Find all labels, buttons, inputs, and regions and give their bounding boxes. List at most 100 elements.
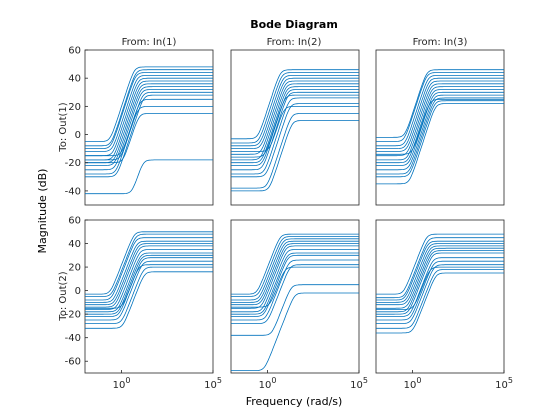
curve-13	[376, 272, 504, 334]
panel-r2-c1: -60 -40 -20 0 20 40 60 100 105	[65, 216, 222, 392]
chart-title: Bode Diagram	[250, 18, 338, 31]
curve-8	[376, 89, 504, 164]
curve-3	[231, 238, 359, 301]
curve-1	[231, 233, 359, 295]
curve-4	[85, 240, 213, 303]
curve-11	[85, 260, 213, 321]
curve-4	[85, 75, 213, 152]
panel-frame	[375, 219, 505, 374]
curve-12	[376, 100, 504, 178]
curve-12	[231, 284, 359, 336]
curve-8	[231, 89, 359, 166]
y-tick-label: 40	[68, 239, 81, 250]
y-axis-label: Magnitude (dB)	[36, 169, 49, 254]
curve-7	[231, 249, 359, 313]
column-label-in1: From: In(1)	[122, 37, 177, 48]
curve-4	[231, 77, 359, 149]
curves	[376, 233, 504, 334]
curve-14	[376, 98, 504, 155]
curve-7	[85, 249, 213, 310]
y-tick-label: 20	[68, 263, 81, 274]
curve-11	[376, 97, 504, 175]
column-label-in3: From: In(3)	[413, 37, 468, 48]
curve-11	[376, 264, 504, 324]
curve-2	[85, 69, 213, 147]
x-tick-label: 100	[113, 376, 131, 391]
curve-7	[376, 86, 504, 161]
curve-5	[376, 80, 504, 152]
curves	[85, 231, 213, 329]
curve-8	[85, 86, 213, 166]
curve-1	[85, 231, 213, 295]
curve-14	[85, 113, 213, 164]
curve-11	[231, 264, 359, 324]
curve-9	[85, 254, 213, 315]
y-tick-label: 60	[68, 216, 81, 227]
curve-4	[231, 240, 359, 303]
curve-14	[376, 266, 504, 310]
curve-9	[85, 89, 213, 171]
curve-15	[85, 159, 213, 195]
curve-6	[231, 83, 359, 161]
curve-3	[376, 240, 504, 301]
panel-frame	[230, 49, 360, 206]
panel-r2-c2: 100 105	[230, 219, 368, 391]
curve-5	[231, 243, 359, 306]
curve-14	[85, 264, 213, 309]
panel-frame	[84, 49, 214, 206]
curve-12	[376, 269, 504, 329]
y-tick-label: -20	[65, 310, 81, 321]
row-label-out1: To: Out(1)	[58, 102, 69, 152]
curve-1	[231, 69, 359, 140]
curve-6	[376, 247, 504, 309]
curve-11	[85, 94, 213, 178]
y-tick-label: -20	[65, 158, 81, 169]
y-tick-label: 0	[75, 286, 81, 297]
x-tick-label: 105	[204, 376, 222, 391]
curve-3	[231, 75, 359, 147]
curve-13	[85, 106, 213, 161]
curve-10	[85, 91, 213, 175]
curve-8	[376, 252, 504, 315]
curve-10	[231, 97, 359, 175]
y-tick-label: -60	[65, 357, 81, 368]
curve-6	[85, 245, 213, 308]
curve-9	[231, 91, 359, 171]
curve-12	[85, 98, 213, 157]
column-label-in2: From: In(2)	[267, 37, 322, 48]
y-tick-label: -40	[65, 186, 81, 197]
curve-10	[85, 257, 213, 317]
curve-11	[231, 103, 359, 178]
curve-2	[231, 236, 359, 297]
y-tick-label: 20	[68, 102, 81, 113]
curve-3	[85, 237, 213, 301]
curve-5	[85, 243, 213, 306]
panel-r1-c3	[375, 49, 505, 206]
curve-8	[231, 252, 359, 315]
curve-7	[231, 86, 359, 164]
curves	[231, 233, 359, 371]
curve-4	[376, 243, 504, 303]
curve-6	[231, 245, 359, 309]
curve-1	[376, 69, 504, 138]
curve-10	[376, 260, 504, 321]
curve-15	[231, 94, 359, 158]
curve-2	[231, 72, 359, 144]
curve-5	[231, 80, 359, 155]
curve-13	[85, 271, 213, 329]
curve-7	[376, 250, 504, 313]
panel-frame	[375, 49, 505, 206]
curves	[231, 69, 359, 192]
curves	[85, 66, 213, 195]
curve-3	[85, 72, 213, 149]
curve-1	[376, 233, 504, 295]
curve-8	[85, 252, 213, 313]
curve-13	[231, 292, 359, 371]
y-tick-label: 60	[68, 46, 81, 57]
curve-3	[376, 75, 504, 147]
curve-12	[85, 266, 213, 324]
panel-r1-c1: -40 -20 0 20 40 60	[65, 46, 214, 206]
curve-13	[376, 103, 504, 185]
curve-9	[376, 91, 504, 166]
